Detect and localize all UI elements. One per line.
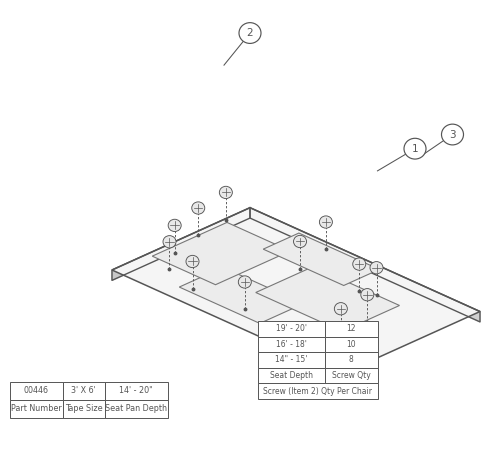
FancyBboxPatch shape: [325, 368, 378, 383]
Text: 2: 2: [246, 28, 254, 38]
Circle shape: [163, 236, 176, 248]
FancyBboxPatch shape: [62, 382, 105, 400]
Polygon shape: [256, 267, 400, 331]
Circle shape: [192, 202, 205, 214]
Polygon shape: [180, 267, 304, 323]
FancyBboxPatch shape: [105, 400, 168, 418]
FancyBboxPatch shape: [258, 337, 325, 352]
Circle shape: [370, 261, 383, 274]
Circle shape: [320, 216, 332, 228]
Circle shape: [353, 258, 366, 270]
FancyBboxPatch shape: [325, 321, 378, 337]
Text: 1: 1: [412, 143, 418, 154]
Polygon shape: [152, 222, 290, 285]
Circle shape: [361, 288, 374, 301]
FancyBboxPatch shape: [325, 352, 378, 368]
FancyBboxPatch shape: [10, 400, 62, 418]
Text: Part Number: Part Number: [11, 404, 62, 413]
FancyBboxPatch shape: [325, 337, 378, 352]
Text: 10: 10: [346, 340, 356, 349]
FancyBboxPatch shape: [10, 382, 62, 400]
Circle shape: [220, 186, 232, 199]
Text: 8: 8: [349, 355, 354, 364]
Text: 14" - 15': 14" - 15': [275, 355, 308, 364]
Text: Screw (Item 2) Qty Per Chair: Screw (Item 2) Qty Per Chair: [263, 387, 372, 396]
Text: Screw Qty: Screw Qty: [332, 371, 370, 380]
Text: 14' - 20": 14' - 20": [120, 386, 153, 396]
Text: Seat Pan Depth: Seat Pan Depth: [105, 404, 167, 413]
Text: 3' X 6': 3' X 6': [72, 386, 96, 396]
Text: 00446: 00446: [24, 386, 49, 396]
Text: Seat Depth: Seat Depth: [270, 371, 313, 380]
Polygon shape: [263, 233, 380, 286]
Circle shape: [442, 124, 464, 145]
Text: Tape Size: Tape Size: [65, 404, 102, 413]
Polygon shape: [112, 208, 250, 280]
Text: 16' - 18': 16' - 18': [276, 340, 306, 349]
Polygon shape: [250, 208, 480, 322]
FancyBboxPatch shape: [258, 352, 325, 368]
Text: 3: 3: [449, 129, 456, 140]
Polygon shape: [112, 208, 480, 374]
Circle shape: [168, 219, 181, 232]
Circle shape: [239, 23, 261, 43]
FancyBboxPatch shape: [105, 382, 168, 400]
FancyBboxPatch shape: [258, 383, 378, 399]
Circle shape: [238, 276, 252, 288]
Text: 12: 12: [346, 324, 356, 333]
Circle shape: [294, 236, 306, 248]
Circle shape: [186, 255, 199, 268]
FancyBboxPatch shape: [258, 321, 325, 337]
FancyBboxPatch shape: [62, 400, 105, 418]
Circle shape: [334, 303, 347, 315]
FancyBboxPatch shape: [258, 368, 325, 383]
Circle shape: [404, 138, 426, 159]
Text: 19' - 20': 19' - 20': [276, 324, 307, 333]
